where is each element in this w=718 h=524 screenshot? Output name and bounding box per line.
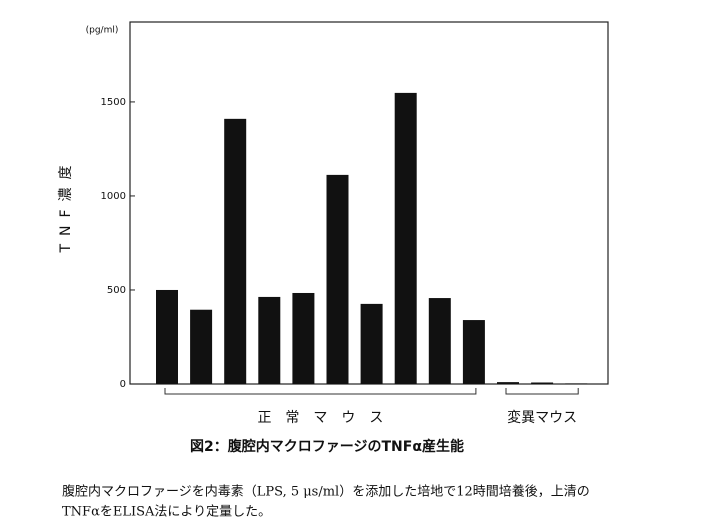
bar (565, 383, 588, 384)
bar (156, 289, 178, 384)
group-bracket (164, 388, 477, 395)
bar (462, 320, 485, 384)
unit-label: (pg/ml) (86, 26, 119, 36)
bar (224, 118, 247, 385)
y-tick-label: 500 (107, 285, 126, 296)
body-text: TNFαをELISA法により定量した。 (62, 505, 271, 520)
bar (326, 174, 349, 384)
bar (428, 298, 451, 384)
bar (360, 303, 383, 384)
y-tick-label: 1000 (101, 191, 126, 202)
group-label: 正 常 マ ウ ス (257, 410, 383, 426)
group-bracket (505, 388, 579, 395)
bar (190, 309, 213, 384)
caption: 図2：腹腔内マクロファージのTNFα産生能 (190, 438, 464, 455)
y-tick-label: 0 (120, 379, 126, 390)
body-text: 腹腔内マクロファージを内毒素（LPS, 5 μs/ml）を添加した培地で12時間… (62, 484, 590, 500)
bar (394, 92, 417, 385)
bar (292, 292, 315, 384)
bar (497, 382, 519, 384)
bar (531, 382, 554, 384)
y-tick-label: 1500 (101, 97, 126, 108)
y-axis-label: TNF濃度 (58, 157, 74, 253)
bar (258, 296, 281, 384)
group-label: 変異マウス (507, 409, 577, 426)
